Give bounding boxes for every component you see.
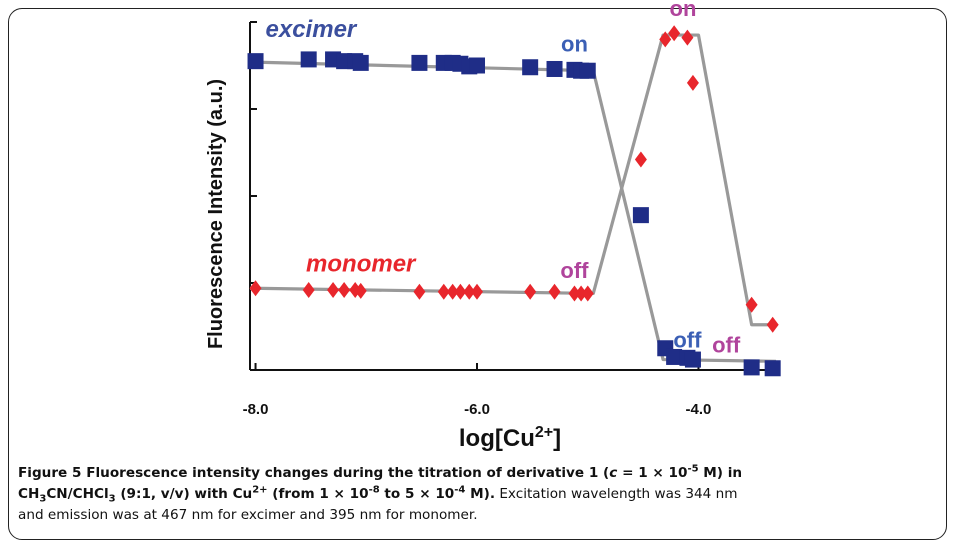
monomer-point	[446, 283, 459, 300]
caption-sub3b: 3	[108, 493, 116, 505]
monomer-point	[437, 283, 450, 300]
caption-exp3: -4	[454, 484, 466, 496]
annotation-excimer: excimer	[266, 16, 358, 43]
caption-l2d: (from 1 × 10	[267, 486, 369, 502]
caption-l2b: CN/CHCl	[46, 486, 109, 502]
y-axis-label: Fluorescence Intensity (a.u.)	[205, 79, 227, 349]
excimer-point	[743, 359, 760, 376]
excimer-point	[546, 60, 563, 77]
monomer-point	[668, 25, 681, 42]
caption-title-c: M) in	[698, 465, 743, 481]
excimer-point	[666, 348, 683, 365]
monomer-point	[745, 296, 758, 313]
excimer-fit-line	[249, 60, 777, 363]
monomer-point	[463, 283, 476, 300]
x-tick-label: -4.0	[686, 401, 712, 418]
monomer-point	[659, 31, 672, 48]
caption-exp1: -5	[687, 463, 699, 475]
excimer-point	[300, 51, 317, 68]
caption-exp2: -8	[368, 484, 380, 496]
excimer-point	[247, 53, 264, 70]
monomer-point	[454, 283, 467, 300]
caption-line-3: and emission was at 467 nm for excimer a…	[18, 507, 478, 523]
caption-body: Excitation wavelength was 344 nm	[495, 486, 738, 502]
excimer-point	[684, 351, 701, 368]
monomer-point	[581, 285, 594, 302]
monomer-point	[471, 283, 484, 300]
monomer-point	[302, 281, 315, 298]
monomer-point	[249, 280, 262, 297]
monomer-point	[338, 281, 351, 298]
x-axis-label: log[Cu2+]	[459, 424, 561, 452]
figure-frame	[8, 8, 947, 540]
monomer-point	[766, 316, 779, 333]
monomer-point	[354, 282, 367, 299]
annotation-monomer: monomer	[306, 251, 417, 278]
caption-title-a: Fluorescence intensity changes during th…	[81, 465, 610, 481]
monomer-point	[548, 283, 561, 300]
caption-l2c: (9:1, v/v) with Cu	[115, 486, 253, 502]
figure-caption: Figure 5 Fluorescence intensity changes …	[18, 463, 943, 526]
excimer-point	[579, 62, 596, 79]
annotation-on: on	[561, 32, 588, 57]
caption-l2a: CH	[18, 486, 40, 502]
monomer-fit-line	[249, 33, 776, 327]
caption-l2f: M).	[465, 486, 495, 502]
caption-c-var: c	[609, 465, 618, 481]
caption-line-1: Figure 5 Fluorescence intensity changes …	[18, 463, 943, 484]
excimer-point	[764, 360, 781, 377]
monomer-point	[634, 151, 647, 168]
caption-sup2: 2+	[252, 484, 268, 496]
annotation-off: off	[673, 327, 702, 352]
annotation-on: on	[670, 0, 697, 21]
monomer-point	[686, 74, 699, 91]
excimer-point	[522, 59, 539, 76]
monomer-point	[327, 281, 340, 298]
x-tick-label: -8.0	[243, 401, 269, 418]
excimer-point	[352, 54, 369, 71]
monomer-point	[413, 283, 426, 300]
annotation-off: off	[712, 333, 741, 358]
monomer-point	[681, 29, 694, 46]
annotation-off: off	[560, 258, 589, 283]
caption-title-b: = 1 × 10	[617, 465, 688, 481]
monomer-point	[568, 285, 581, 302]
caption-line-2: CH3CN/CHCl3 (9:1, v/v) with Cu2+ (from 1…	[18, 484, 943, 505]
figure-label: Figure 5	[18, 465, 82, 481]
excimer-point	[469, 57, 486, 74]
x-tick-label: -6.0	[464, 401, 490, 418]
excimer-point	[632, 207, 649, 224]
caption-l2e: to 5 × 10	[379, 486, 455, 502]
excimer-point	[411, 54, 428, 71]
caption-sub3a: 3	[39, 493, 47, 505]
monomer-point	[575, 285, 588, 302]
monomer-point	[524, 283, 537, 300]
